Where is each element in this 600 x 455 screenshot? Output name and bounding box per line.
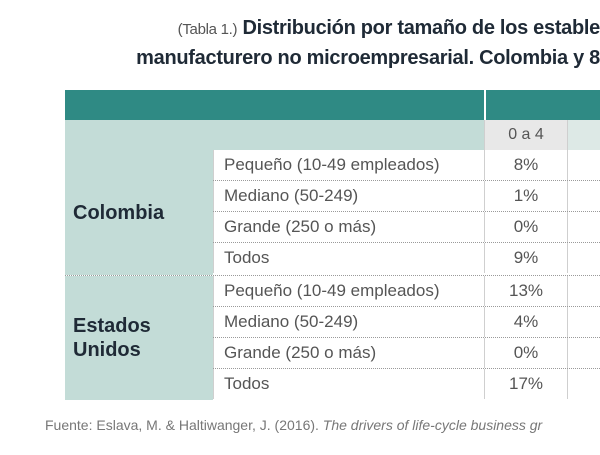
row-label: Todos xyxy=(213,243,484,273)
table-row: Grande (250 o más) 0% xyxy=(213,338,600,369)
row-label: Mediano (50-249) xyxy=(213,307,484,337)
table-row: Mediano (50-249) 1% xyxy=(213,181,600,212)
row-value: 8% xyxy=(484,150,568,180)
row-label: Grande (250 o más) xyxy=(213,212,484,242)
table-row: Todos 9% xyxy=(213,243,600,274)
table-row: Grande (250 o más) 0% xyxy=(213,212,600,243)
row-label: Pequeño (10-49 empleados) xyxy=(213,150,484,180)
country-estados-unidos: Estados Unidos xyxy=(65,276,213,400)
row-value: 4% xyxy=(484,307,568,337)
row-value: 0% xyxy=(484,338,568,368)
row-label: Pequeño (10-49 empleados) xyxy=(213,276,484,306)
title-prefix: (Tabla 1.) xyxy=(177,21,238,38)
title-line-2: manufacturero no microempresarial. Colom… xyxy=(136,47,600,69)
country-label-line-1: Estados xyxy=(73,315,151,337)
table-title: (Tabla 1.) Distribución por tamaño de lo… xyxy=(0,14,600,72)
title-text-1: Distribución por tamaño de los estable xyxy=(242,17,600,39)
source-citation: Fuente: Eslava, M. & Haltiwanger, J. (20… xyxy=(45,417,542,433)
group-separator xyxy=(65,275,600,276)
table-row: Todos 17% xyxy=(213,369,600,400)
table-row: Mediano (50-249) 4% xyxy=(213,307,600,338)
source-italic-title: The drivers of life-cycle business gr xyxy=(322,417,543,433)
source-text: Fuente: Eslava, M. & Haltiwanger, J. (20… xyxy=(45,417,323,433)
row-value: 9% xyxy=(484,243,568,273)
country-colombia: Colombia xyxy=(65,150,213,275)
row-value: 13% xyxy=(484,276,568,306)
row-value: 17% xyxy=(484,369,568,399)
country-label: Colombia xyxy=(73,201,165,224)
row-label: Todos xyxy=(213,369,484,399)
row-value: 1% xyxy=(484,181,568,211)
header-divider xyxy=(484,90,486,120)
title-line-1: (Tabla 1.) Distribución por tamaño de lo… xyxy=(0,14,600,44)
table-row: Pequeño (10-49 empleados) 8% xyxy=(213,150,600,181)
row-label: Grande (250 o más) xyxy=(213,338,484,368)
row-label: Mediano (50-249) xyxy=(213,181,484,211)
table-row: Pequeño (10-49 empleados) 13% xyxy=(213,276,600,307)
table-header-band xyxy=(65,90,600,120)
country-label-line-2: Unidos xyxy=(73,339,141,361)
column-header-next xyxy=(568,120,600,150)
column-header-0-4: 0 a 4 xyxy=(484,120,568,150)
row-value: 0% xyxy=(484,212,568,242)
